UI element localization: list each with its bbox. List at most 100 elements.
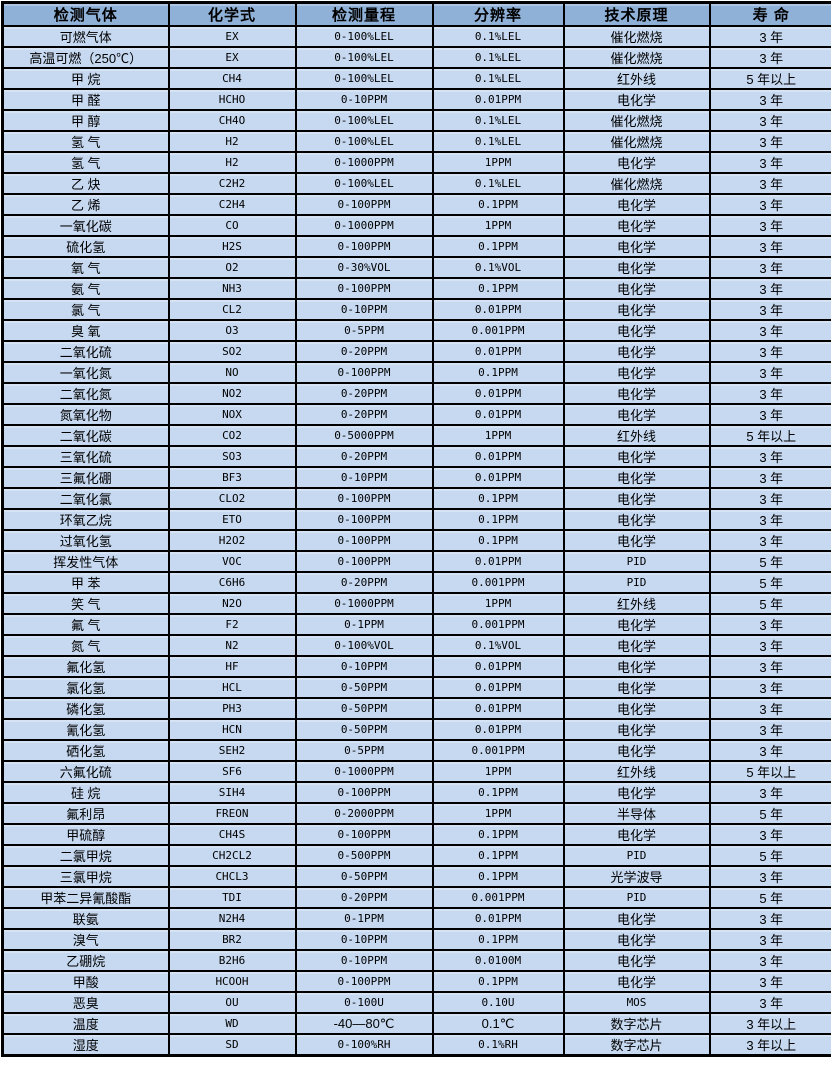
cell-technical-principle: 红外线 (562, 424, 711, 447)
cell-resolution: 0.1%RH (431, 1033, 565, 1057)
table-row: 氧 气 O2 0-30%VOL 0.1%VOL 电化学 3 年 (1, 256, 831, 279)
cell-technical-principle: 红外线 (562, 592, 711, 615)
cell-lifespan: 3 年 (708, 151, 831, 174)
cell-chemical-formula: H2S (167, 235, 297, 258)
cell-detection-range: 0-50PPM (294, 718, 434, 741)
cell-resolution: 0.01PPM (431, 88, 565, 111)
table-row: 三氟化硼 BF3 0-10PPM 0.01PPM 电化学 3 年 (1, 466, 831, 489)
cell-detection-range: 0-10PPM (294, 655, 434, 678)
cell-chemical-formula: H2O2 (167, 529, 297, 552)
cell-lifespan: 3 年 (708, 235, 831, 258)
cell-chemical-formula: CLO2 (167, 487, 297, 510)
cell-gas-name: 氢 气 (1, 151, 170, 174)
cell-detection-range: 0-1PPM (294, 613, 434, 636)
cell-gas-name: 二氯甲烷 (1, 844, 170, 867)
cell-resolution: 0.001PPM (431, 613, 565, 636)
cell-technical-principle: 电化学 (562, 151, 711, 174)
cell-chemical-formula: VOC (167, 550, 297, 573)
cell-chemical-formula: CH4 (167, 67, 297, 90)
cell-chemical-formula: HCOOH (167, 970, 297, 993)
cell-lifespan: 5 年 (708, 571, 831, 594)
cell-lifespan: 3 年 (708, 676, 831, 699)
cell-gas-name: 硒化氢 (1, 739, 170, 762)
cell-resolution: 0.10U (431, 991, 565, 1014)
cell-resolution: 0.1%LEL (431, 172, 565, 195)
cell-technical-principle: 电化学 (562, 382, 711, 405)
cell-resolution: 0.1PPM (431, 529, 565, 552)
cell-gas-name: 氧 气 (1, 256, 170, 279)
cell-gas-name: 甲 醛 (1, 88, 170, 111)
table-row: 氟利昂 FREON 0-2000PPM 1PPM 半导体 5 年 (1, 802, 831, 825)
table-row: 甲硫醇 CH4S 0-100PPM 0.1PPM 电化学 3 年 (1, 823, 831, 846)
cell-resolution: 0.1PPM (431, 508, 565, 531)
cell-lifespan: 3 年 (708, 319, 831, 342)
cell-technical-principle: 电化学 (562, 907, 711, 930)
table-row: 二氯甲烷 CH2CL2 0-500PPM 0.1PPM PID 5 年 (1, 844, 831, 867)
cell-gas-name: 甲硫醇 (1, 823, 170, 846)
table-row: 一氧化碳 CO 0-1000PPM 1PPM 电化学 3 年 (1, 214, 831, 237)
cell-chemical-formula: N2O (167, 592, 297, 615)
table-row: 甲苯二异氰酸酯 TDI 0-20PPM 0.001PPM PID 5 年 (1, 886, 831, 909)
cell-technical-principle: 电化学 (562, 277, 711, 300)
cell-chemical-formula: HCHO (167, 88, 297, 111)
cell-resolution: 0.1PPM (431, 928, 565, 951)
cell-resolution: 0.01PPM (431, 466, 565, 489)
table-row: 溴气 BR2 0-10PPM 0.1PPM 电化学 3 年 (1, 928, 831, 951)
table-row: 恶臭 OU 0-100U 0.10U MOS 3 年 (1, 991, 831, 1014)
cell-chemical-formula: NO2 (167, 382, 297, 405)
cell-chemical-formula: ETO (167, 508, 297, 531)
cell-detection-range: 0-100%RH (294, 1033, 434, 1057)
cell-gas-name: 二氧化氮 (1, 382, 170, 405)
cell-chemical-formula: CH4O (167, 109, 297, 132)
cell-lifespan: 3 年 (708, 361, 831, 384)
cell-gas-name: 硅 烷 (1, 781, 170, 804)
cell-technical-principle: 电化学 (562, 235, 711, 258)
table-row: 硒化氢 SEH2 0-5PPM 0.001PPM 电化学 3 年 (1, 739, 831, 762)
cell-gas-name: 环氧乙烷 (1, 508, 170, 531)
cell-resolution: 0.01PPM (431, 298, 565, 321)
cell-detection-range: 0-100%VOL (294, 634, 434, 657)
cell-gas-name: 联氨 (1, 907, 170, 930)
cell-chemical-formula: SF6 (167, 760, 297, 783)
cell-lifespan: 5 年以上 (708, 424, 831, 447)
cell-resolution: 0.001PPM (431, 571, 565, 594)
column-header-formula: 化学式 (167, 1, 297, 27)
cell-lifespan: 3 年 (708, 697, 831, 720)
cell-resolution: 0.1%LEL (431, 67, 565, 90)
cell-detection-range: 0-100%LEL (294, 172, 434, 195)
cell-chemical-formula: CL2 (167, 298, 297, 321)
cell-gas-name: 温度 (1, 1012, 170, 1035)
cell-chemical-formula: NO (167, 361, 297, 384)
cell-lifespan: 3 年 (708, 634, 831, 657)
cell-resolution: 0.001PPM (431, 739, 565, 762)
cell-resolution: 0.1PPM (431, 235, 565, 258)
cell-lifespan: 3 年 (708, 193, 831, 216)
cell-resolution: 0.1PPM (431, 277, 565, 300)
cell-technical-principle: 电化学 (562, 298, 711, 321)
table-row: 甲 烷 CH4 0-100%LEL 0.1%LEL 红外线 5 年以上 (1, 67, 831, 90)
cell-gas-name: 臭 氧 (1, 319, 170, 342)
table-row: 二氧化碳 CO2 0-5000PPM 1PPM 红外线 5 年以上 (1, 424, 831, 447)
cell-lifespan: 3 年 (708, 256, 831, 279)
cell-technical-principle: 电化学 (562, 445, 711, 468)
cell-lifespan: 5 年 (708, 802, 831, 825)
cell-resolution: 0.1PPM (431, 844, 565, 867)
table-row: 环氧乙烷 ETO 0-100PPM 0.1PPM 电化学 3 年 (1, 508, 831, 531)
cell-technical-principle: 电化学 (562, 676, 711, 699)
cell-chemical-formula: H2 (167, 130, 297, 153)
cell-technical-principle: MOS (562, 991, 711, 1014)
cell-detection-range: -40—80℃ (294, 1012, 434, 1035)
table-row: 三氯甲烷 CHCL3 0-50PPM 0.1PPM 光学波导 3 年 (1, 865, 831, 888)
column-header-principle: 技术原理 (562, 1, 711, 27)
cell-lifespan: 3 年 (708, 298, 831, 321)
cell-resolution: 0.1PPM (431, 487, 565, 510)
cell-lifespan: 3 年 (708, 109, 831, 132)
cell-technical-principle: 电化学 (562, 970, 711, 993)
cell-lifespan: 3 年 (708, 340, 831, 363)
cell-gas-name: 乙 炔 (1, 172, 170, 195)
cell-detection-range: 0-100PPM (294, 781, 434, 804)
cell-gas-name: 甲 醇 (1, 109, 170, 132)
cell-detection-range: 0-30%VOL (294, 256, 434, 279)
cell-detection-range: 0-2000PPM (294, 802, 434, 825)
